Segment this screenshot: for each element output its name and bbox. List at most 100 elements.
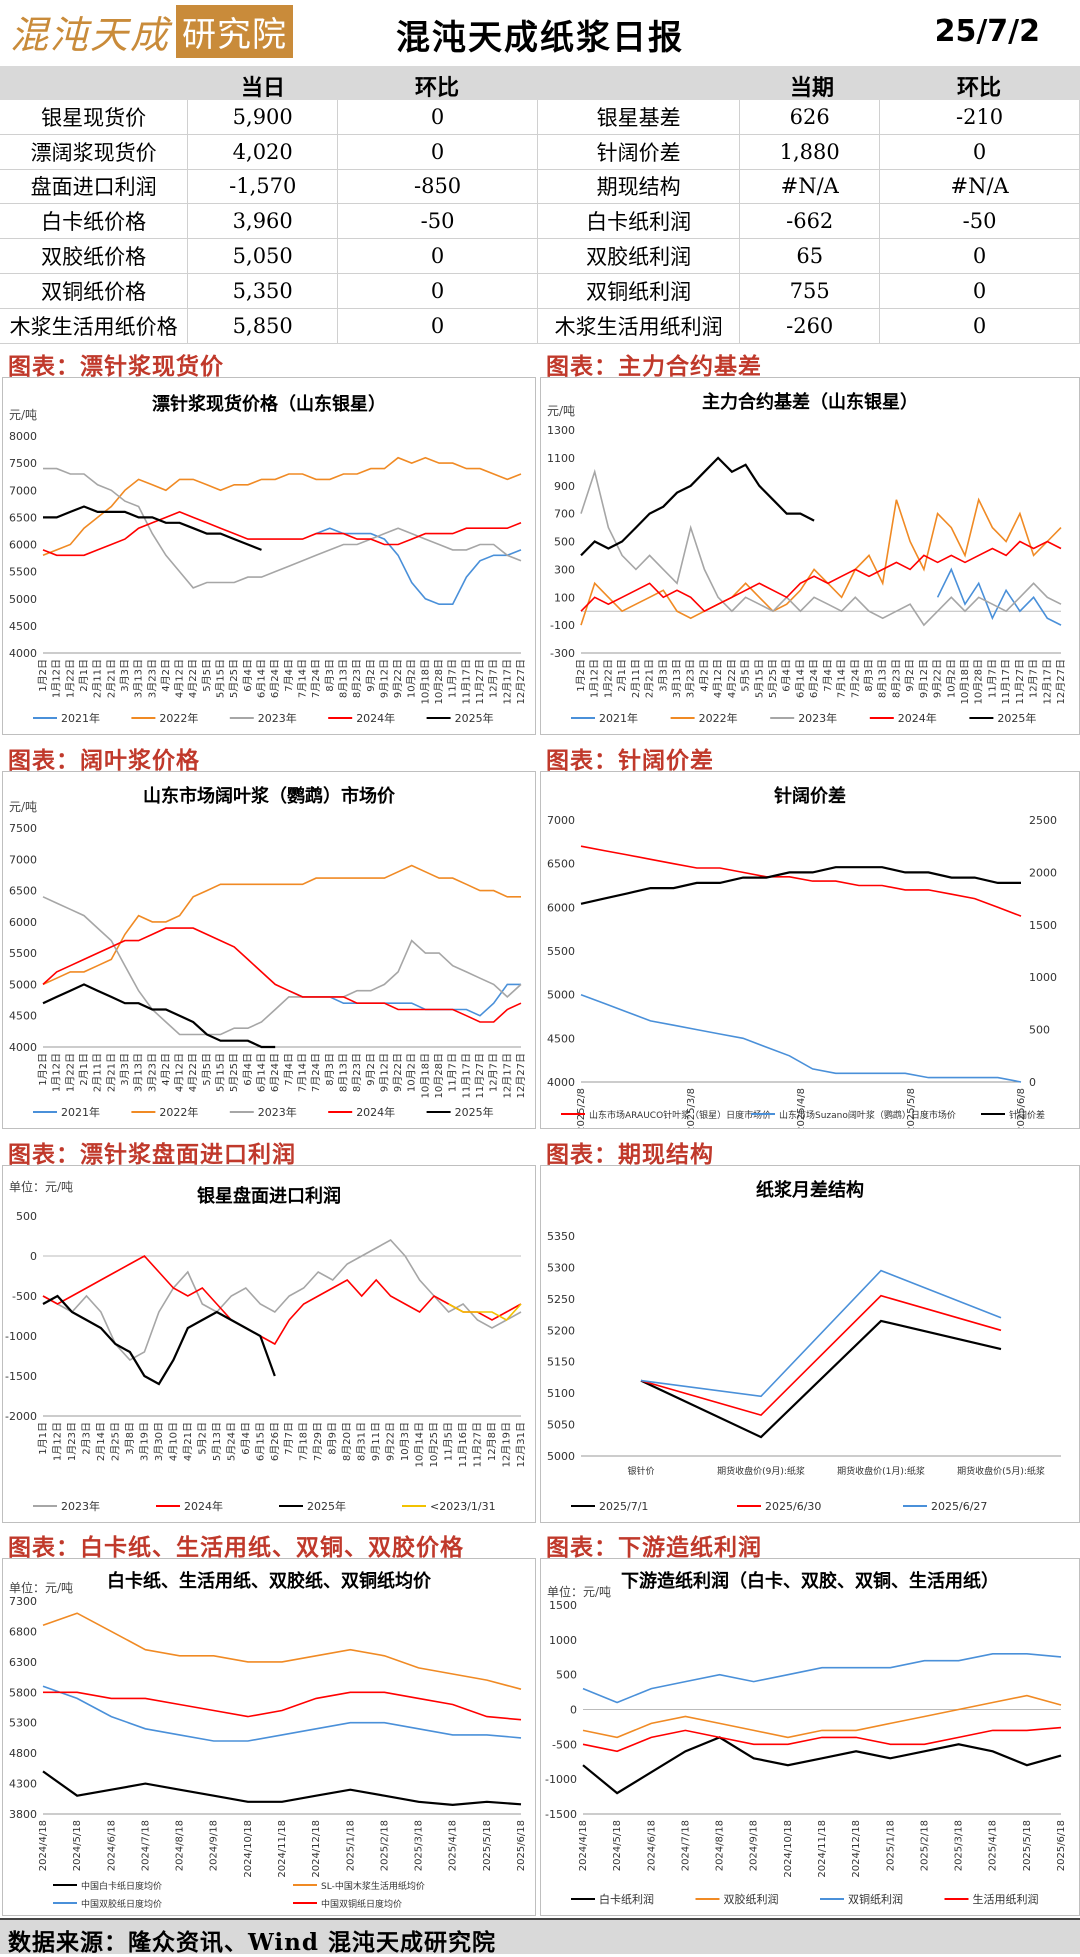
x-tick-label: 8月20日 (341, 1422, 353, 1461)
summary-value: 5,900 (187, 100, 339, 135)
summary-label: 漂阔浆现货价 (0, 134, 189, 170)
y-tick-label: 4000 (9, 647, 37, 660)
x-tick-label: 4月12日 (712, 659, 724, 698)
summary-row: 银星基差 626 -210 (538, 100, 1080, 135)
x-tick-label: 12月8日 (486, 1422, 498, 1461)
y-tick-label: 1100 (547, 452, 575, 465)
chart-title-7: 白卡纸、生活用纸、双胶纸、双铜纸均价 (107, 1571, 431, 1592)
x-tick-label: 2024/12/18 (311, 1820, 322, 1878)
legend-label: 2023年 (258, 1105, 297, 1119)
x-tick-label: 2025/5/18 (482, 1820, 493, 1871)
y-tick-label: 5050 (547, 1419, 575, 1432)
x-tick-label: 2024/8/18 (715, 1820, 726, 1871)
summary-row: 期现结构 #N/A #N/A (538, 169, 1080, 205)
x-tick-label: 7月24日 (310, 659, 322, 698)
x-tick-label: 2025/6/8 (1016, 1088, 1027, 1128)
y-tick-label: 5800 (9, 1686, 37, 1699)
x-tick-label: 3月3日 (119, 1053, 131, 1086)
x-tick-label: 10月3日 (399, 1422, 411, 1461)
series-line (580, 993, 1022, 1083)
report-header: 混沌天成 研究院 混沌天成纸浆日报 25/7/2 (0, 0, 1080, 66)
chart-panel-3: 山东市场阔叶浆（鹦鹉）市场价 元/吨 7500 7000 6500 6000 5500 5… (2, 771, 536, 1129)
x-tick-label: 8月13日 (337, 1053, 349, 1092)
x-tick-label: 6月24日 (269, 659, 281, 698)
series-line (582, 1736, 1062, 1795)
x-tick-label: 4月2日 (160, 1053, 172, 1086)
x-tick-label: 9月22日 (392, 1053, 404, 1092)
x-tick-label: 2月14日 (95, 1422, 107, 1461)
x-tick-label: 2月1日 (78, 659, 90, 692)
y-tick-label: 700 (554, 508, 575, 521)
x-tick-label: 6月4日 (242, 659, 254, 692)
x-tick-label: 1月22日 (64, 1053, 76, 1092)
summary-row: 木浆生活用纸利润 -260 0 (538, 308, 1080, 344)
x-tick-label: 10月28日 (433, 1053, 445, 1098)
y-tick-label: 5000 (547, 989, 575, 1002)
x-tick-label: 9月2日 (904, 659, 916, 692)
y-tick-label: 500 (16, 1210, 37, 1223)
x-tick-label: 2024/6/18 (646, 1820, 657, 1871)
logo-script: 混沌天成 (10, 12, 171, 57)
legend-label: 2022年 (159, 1105, 198, 1119)
x-tick-label: 10月18日 (419, 659, 431, 704)
summary-value: #N/A (739, 169, 881, 205)
x-tick-label: 2025/4/18 (448, 1820, 459, 1871)
x-tick-label: 5月2日 (196, 1422, 208, 1455)
x-tick-label: 2025/4/8 (796, 1088, 807, 1128)
x-tick-label: 2025/1/18 (885, 1820, 896, 1871)
col-header-current: 当期 (790, 75, 835, 101)
x-tick-label: 7月14日 (296, 1053, 308, 1092)
x-tick-label: 3月19日 (138, 1422, 150, 1461)
x-tick-label: 4月12日 (174, 1053, 186, 1092)
legend-label: 2024年 (184, 1499, 223, 1513)
section-title-3: 图表：阔叶浆价格 (8, 747, 200, 774)
y-tick-label: -500 (552, 1738, 577, 1751)
summary-change: #N/A (879, 169, 1080, 205)
x-tick-label: 5月5日 (740, 659, 752, 692)
series-line (582, 1694, 1062, 1739)
x-tick-label: 8月23日 (351, 1053, 363, 1092)
summary-change: 0 (337, 134, 538, 170)
series-line (580, 468, 1062, 627)
x-tick-label: 6月14日 (256, 1053, 268, 1092)
y-tick-label: 5000 (547, 1450, 575, 1463)
summary-change: -50 (879, 203, 1080, 240)
summary-row: 双胶纸价格 5,050 0 (0, 238, 538, 274)
summary-value: 3,960 (187, 203, 339, 240)
section-title-7: 图表：白卡纸、生活用纸、双铜、双胶价格 (8, 1534, 464, 1561)
x-tick-label: 2025/2/18 (919, 1820, 930, 1871)
summary-row: 双铜纸价格 5,350 0 (0, 273, 538, 309)
summary-value: 5,350 (187, 273, 339, 309)
x-tick-label: 9月22日 (932, 659, 944, 698)
y2-tick-label: 2500 (1029, 814, 1057, 827)
y-tick-label: 3800 (9, 1808, 37, 1821)
y-tick-label: 6000 (9, 916, 37, 929)
legend-label: 针阔价差 (1009, 1109, 1045, 1121)
series-line (42, 1770, 522, 1807)
series-line (640, 1319, 1002, 1439)
x-tick-label: 3月23日 (146, 659, 158, 698)
y-tick-label: 4500 (9, 620, 37, 633)
x-tick-label: 7月29日 (312, 1422, 324, 1461)
y-tick-label: 100 (554, 591, 575, 604)
series-line (582, 1653, 1062, 1704)
x-tick-label: 2025/3/8 (686, 1088, 697, 1128)
x-tick-label: 12月27日 (515, 1053, 527, 1098)
chart-panel-7: 白卡纸、生活用纸、双胶纸、双铜纸均价 单位：元/吨 7300 6800 6300 58… (2, 1558, 536, 1916)
x-tick-label: 7月14日 (836, 659, 848, 698)
summary-row: 木浆生活用纸价格 5,850 0 (0, 308, 538, 344)
x-tick-label: 2025/6/18 (516, 1820, 527, 1871)
chart-svg-7: 7300 6800 6300 5800 5300 4800 4300 38002024/4/1… (9, 1595, 527, 1910)
y-tick-label: 1300 (547, 424, 575, 437)
x-tick-label: 1月12日 (51, 1422, 63, 1461)
x-tick-label: 3月3日 (657, 659, 669, 692)
x-tick-label: 5月15日 (215, 659, 227, 698)
x-tick-label: 12月27日 (515, 659, 527, 704)
x-tick-label: 12月31日 (515, 1422, 527, 1467)
x-tick-label: 11月16日 (457, 1422, 469, 1467)
summary-row: 白卡纸利润 -662 -50 (538, 203, 1080, 240)
x-tick-label: 5月25日 (228, 1053, 240, 1092)
x-tick-label: 12月7日 (1028, 659, 1040, 698)
report-date: 25/7/2 (934, 14, 1040, 49)
